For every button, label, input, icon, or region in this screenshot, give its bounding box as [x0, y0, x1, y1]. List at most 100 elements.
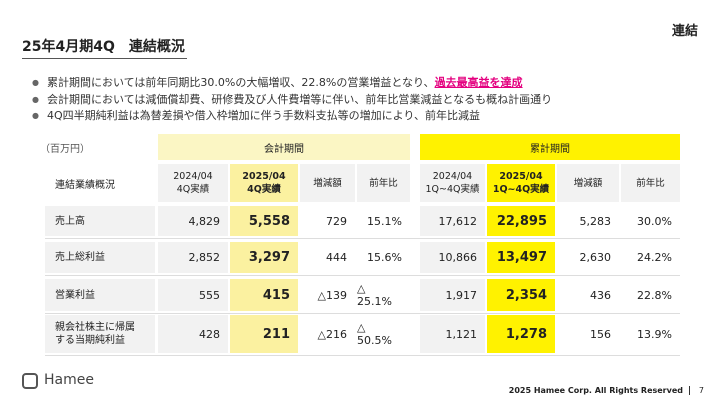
cell-value: 22.8% [637, 288, 672, 302]
column-header: 2024/04 1Q~4Q実績 [420, 164, 485, 202]
table-cell: 3,297 [230, 242, 298, 273]
cell-value: △ 50.5% [357, 321, 392, 347]
cell-value: 10,866 [438, 251, 478, 264]
table-cell: 15.1% [357, 206, 410, 236]
cell-value: △ 25.1% [357, 282, 392, 308]
column-header-line: 2024/04 [432, 171, 473, 182]
row-header-text: 連結業績概況 [55, 179, 115, 191]
table-cell: 2,630 [557, 242, 619, 273]
table-cell: 2,354 [487, 279, 555, 311]
bullet-text: 4Q四半期純利益は為替差損や借入枠増加に伴う手数料支払等の増加により、前年比減益 [46, 109, 480, 122]
table-cell: 5,283 [557, 206, 619, 236]
row-label-line: 営業利益 [55, 289, 95, 301]
row-label: 営業利益 [45, 279, 155, 311]
table-cell: 22.8% [621, 279, 680, 311]
copyright: 2025 Hamee Corp. All Rights Reserved [509, 386, 690, 395]
cell-value: 5,558 [248, 213, 290, 229]
table-cell: 555 [158, 279, 228, 311]
cell-value: 1,121 [445, 327, 478, 341]
bullet: 会計期間においては減価償却費、研修費及び人件費増等に伴い、前年比営業減益となるも… [32, 91, 552, 107]
cell-value: 5,283 [579, 214, 612, 228]
table-cell: 5,558 [230, 206, 298, 236]
column-header-line: 4Q実績 [176, 184, 210, 195]
column-header: 増減額 [557, 164, 619, 202]
group-header: 累計期間 [420, 134, 680, 160]
column-header: 増減額 [300, 164, 355, 202]
bullet-highlight: 過去最高益を達成 [434, 76, 523, 89]
table-cell: 729 [300, 206, 355, 236]
logo-text: Hamee [44, 372, 94, 388]
cell-value: 22,895 [496, 213, 547, 229]
row-divider [45, 238, 680, 239]
table-cell: 13,497 [487, 242, 555, 273]
table-cell: 22,895 [487, 206, 555, 236]
column-header-line: 1Q~4Q実績 [425, 184, 480, 195]
table-cell: 1,121 [420, 315, 485, 353]
cell-value: 3,297 [248, 250, 290, 265]
column-header-line: 前年比 [636, 177, 665, 189]
column-header: 前年比 [357, 164, 410, 202]
table-cell: 1,278 [487, 315, 555, 353]
column-header: 2025/04 1Q~4Q実績 [487, 164, 555, 202]
row-label-line: 親会社株主に帰属 [55, 322, 135, 333]
table-cell: △139 [300, 279, 355, 311]
cell-value: 444 [326, 251, 347, 264]
row-divider [45, 355, 680, 356]
table-cell: 30.0% [621, 206, 680, 236]
cell-value: 13,497 [496, 250, 547, 265]
row-label: 売上総利益 [45, 242, 155, 273]
table-cell: 428 [158, 315, 228, 353]
title-underline [22, 58, 187, 59]
cell-value: 729 [326, 214, 347, 228]
cell-value: 436 [590, 288, 611, 302]
cell-value: △216 [317, 327, 347, 341]
unit-label: （百万円） [40, 139, 140, 155]
cell-value: 415 [262, 287, 290, 303]
cell-value: 30.0% [637, 214, 672, 228]
bullet: 4Q四半期純利益は為替差損や借入枠増加に伴う手数料支払等の増加により、前年比減益 [32, 107, 480, 123]
logo-icon [22, 373, 38, 389]
section-label: 連結 [671, 24, 698, 39]
cell-value: 156 [590, 327, 611, 341]
bullet: 累計期間においては前年同期比30.0%の大幅増収、22.8%の営業増益となり、過… [32, 74, 523, 90]
cell-value: 2,852 [188, 251, 221, 264]
column-header: 2024/04 4Q実績 [158, 164, 228, 202]
column-header-line: 2024/04 [173, 171, 213, 182]
table-cell: 211 [230, 315, 298, 353]
row-label: 親会社株主に帰属 する当期純利益 [45, 315, 155, 353]
table-cell: 17,612 [420, 206, 485, 236]
bullet-text: 会計期間においては減価償却費、研修費及び人件費増等に伴い、前年比営業減益となるも… [46, 92, 553, 106]
row-label-line: する当期純利益 [55, 335, 125, 346]
table-cell: 4,829 [158, 206, 228, 236]
row-header: 連結業績概況 [45, 164, 155, 202]
row-divider [45, 313, 680, 314]
cell-value: 15.6% [367, 251, 402, 264]
cell-value: 15.1% [367, 214, 402, 228]
cell-value: 1,278 [505, 326, 547, 342]
cell-value: 211 [262, 326, 290, 342]
column-header-line: 4Q実績 [247, 184, 281, 195]
cell-value: △139 [317, 288, 347, 302]
table-cell: 15.6% [357, 242, 410, 273]
unit: （百万円） [40, 143, 90, 155]
page-number: 7 [698, 386, 704, 395]
column-header-line: 1Q~4Q実績 [492, 184, 550, 195]
cell-value: 555 [199, 288, 220, 302]
table-cell: △ 50.5% [357, 315, 410, 353]
table-cell: 10,866 [420, 242, 485, 273]
column-header-line: 増減額 [313, 177, 342, 189]
column-header-line: 前年比 [369, 177, 398, 189]
group-header: 会計期間 [158, 134, 410, 160]
row-label-line: 売上高 [55, 215, 85, 227]
column-header: 2025/04 4Q実績 [230, 164, 298, 202]
column-header-line: 2025/04 [499, 171, 543, 182]
bullet-text: 累計期間においては前年同期比30.0%の大幅増収、22.8%の営業増益となり、 [46, 76, 435, 89]
column-header-line: 増減額 [573, 177, 603, 189]
column-header-line: 2025/04 [242, 171, 286, 182]
row-divider [45, 275, 680, 276]
row-label: 売上高 [45, 206, 155, 236]
group-text: 累計期間 [530, 143, 570, 155]
table-cell: 24.2% [621, 242, 680, 273]
cell-value: 2,630 [579, 251, 612, 264]
